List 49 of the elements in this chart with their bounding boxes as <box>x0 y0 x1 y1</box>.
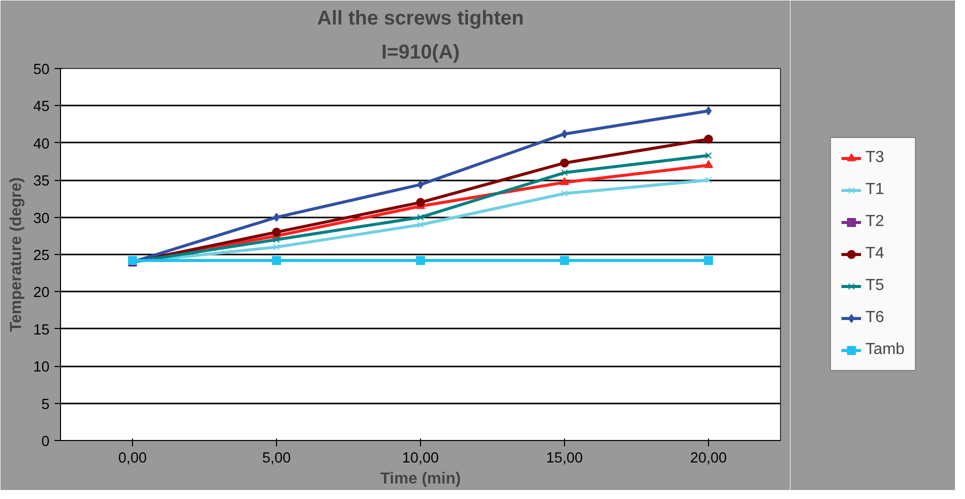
y-tick-label: 15 <box>33 322 50 338</box>
legend-label: T4 <box>865 245 886 263</box>
y-tick-label: 0 <box>41 434 50 450</box>
point <box>705 176 712 184</box>
chart-subtitle: I=910(A) <box>381 42 460 64</box>
y-tick-label: 40 <box>33 136 50 152</box>
point <box>560 256 569 265</box>
point <box>273 212 280 222</box>
y-tick-label: 20 <box>33 285 50 302</box>
x-tick-label: 20,00 <box>690 450 727 466</box>
legend-label: T5 <box>865 277 886 295</box>
y-tick-label: 30 <box>33 210 50 227</box>
y-tick-label: 25 <box>33 248 50 264</box>
y-tick-label: 5 <box>41 396 50 413</box>
legend-label: T2 <box>865 213 886 231</box>
point <box>704 160 713 168</box>
point <box>561 129 568 138</box>
legend-label: Tamb <box>865 341 905 359</box>
point <box>704 134 713 144</box>
y-axis-title: Temperature (degre) <box>8 177 26 332</box>
legend-label: T6 <box>865 309 886 327</box>
point <box>416 198 425 207</box>
x-tick-label: 15,00 <box>546 450 583 466</box>
x-tick-label: 10,00 <box>402 450 439 466</box>
point <box>560 158 569 168</box>
point <box>272 256 281 265</box>
point <box>417 221 424 228</box>
y-tick-label: 10 <box>33 360 50 376</box>
y-tick-label: 35 <box>33 174 50 190</box>
y-tick-label: 45 <box>33 99 50 116</box>
legend-label: T3 <box>865 149 886 167</box>
point <box>272 228 281 237</box>
legend-label: T1 <box>865 181 886 199</box>
point <box>561 169 568 176</box>
point <box>705 106 712 116</box>
y-tick-label: 50 <box>33 62 50 78</box>
point <box>560 177 569 186</box>
point <box>561 190 568 197</box>
point <box>273 244 280 250</box>
point <box>417 180 424 190</box>
chart-title: All the screws tighten <box>317 8 524 30</box>
x-axis-title: Time (min) <box>380 470 461 488</box>
point <box>416 256 425 265</box>
point <box>417 214 424 221</box>
point <box>704 256 713 265</box>
point <box>273 236 280 243</box>
x-tick-label: 0,00 <box>118 450 147 466</box>
x-tick-label: 5,00 <box>262 450 291 466</box>
point <box>705 152 712 159</box>
